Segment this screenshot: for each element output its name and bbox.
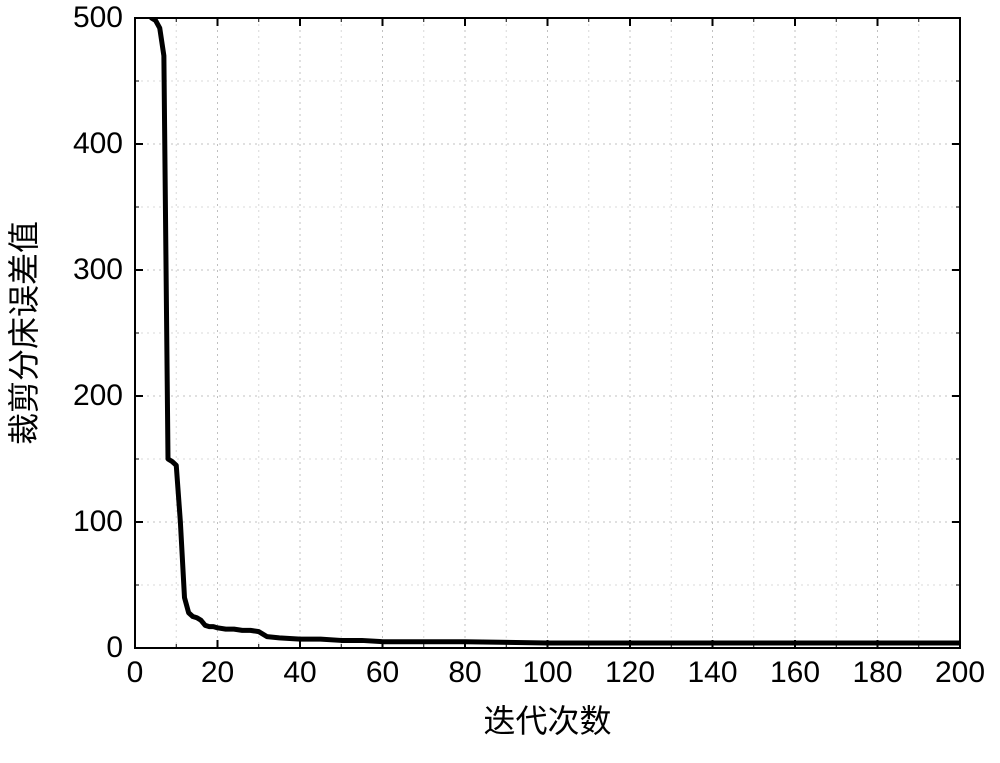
- y-tick-label: 200: [73, 379, 123, 413]
- x-tick-label: 60: [366, 656, 399, 690]
- y-tick-label: 300: [73, 253, 123, 287]
- line-chart: [0, 0, 1000, 763]
- x-axis-label: 迭代次数: [483, 696, 611, 742]
- y-axis-label: 裁剪分床误差值: [0, 221, 45, 445]
- y-tick-label: 400: [73, 127, 123, 161]
- x-tick-label: 100: [522, 656, 572, 690]
- chart-container: 迭代次数 裁剪分床误差值 0 20 40 60 80 100 120 140 160 180 200…: [0, 0, 1000, 763]
- x-tick-label: 200: [935, 656, 985, 690]
- x-tick-label: 20: [201, 656, 234, 690]
- x-tick-label: 120: [605, 656, 655, 690]
- x-tick-label: 160: [770, 656, 820, 690]
- y-tick-label: 100: [73, 505, 123, 539]
- y-tick-label: 0: [106, 631, 123, 665]
- x-tick-label: 0: [127, 656, 144, 690]
- y-tick-label: 500: [73, 1, 123, 35]
- x-tick-label: 180: [852, 656, 902, 690]
- x-tick-label: 140: [687, 656, 737, 690]
- x-tick-label: 80: [448, 656, 481, 690]
- x-tick-label: 40: [283, 656, 316, 690]
